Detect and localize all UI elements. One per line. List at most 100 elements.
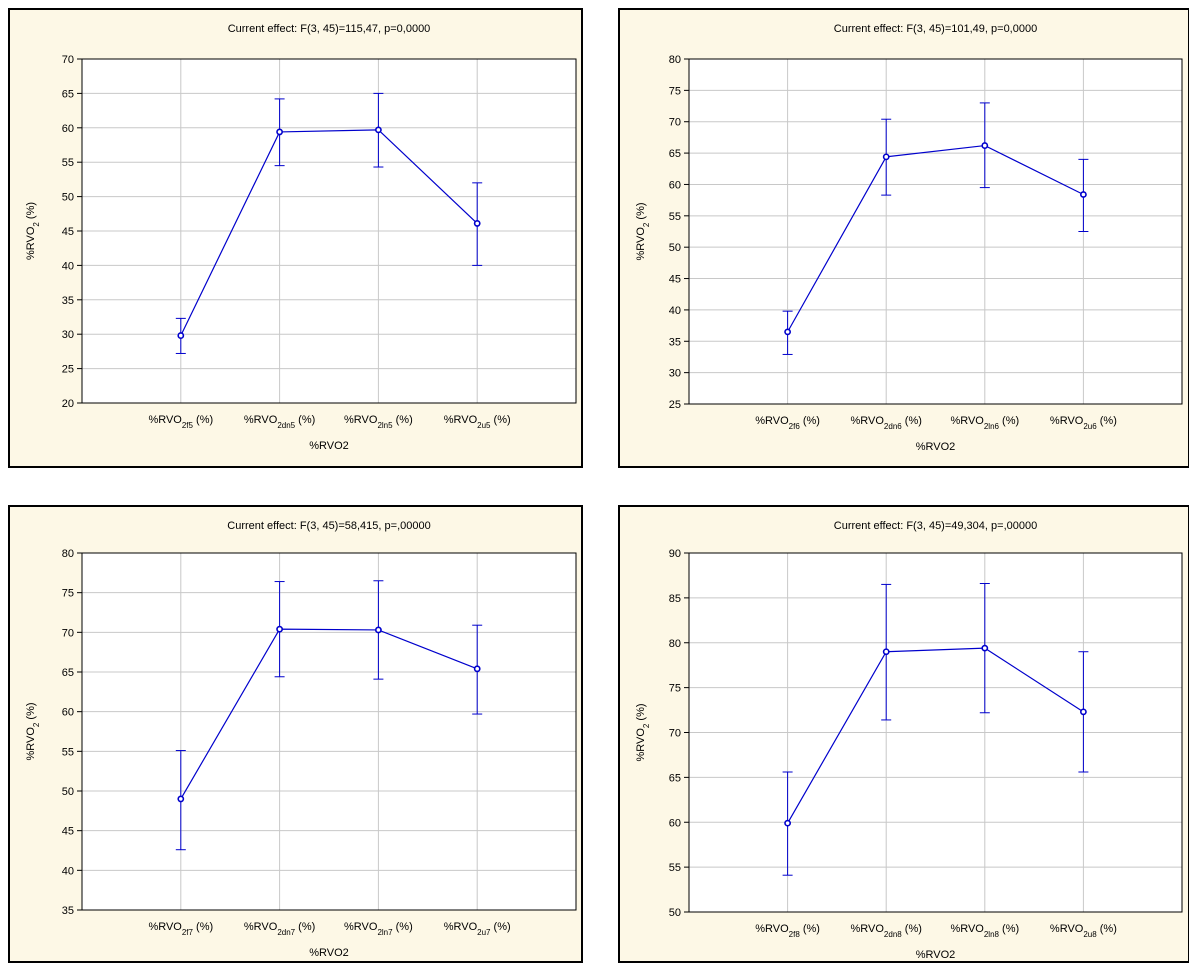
chart-svg: Current effect: F(3, 45)=101,49, p=0,000… [635,23,1183,453]
y-tick-label: 65 [62,667,74,679]
y-tick-label: 40 [669,305,681,317]
y-tick-label: 40 [62,260,74,272]
chart-panel-4: Current effect: F(3, 45)=49,304, p=,0000… [618,505,1189,963]
data-point [276,128,283,136]
x-tick-label: %RVO2f6 (%) [755,415,820,431]
series-line [180,628,478,800]
y-tick-label: 65 [669,772,681,784]
data-point [1079,708,1087,716]
y-tick-label: 80 [62,548,74,560]
data-point [374,626,382,634]
x-tick-label: %RVO2ln7 (%) [344,921,413,937]
y-axis-label: %RVO2 (%) [635,202,651,260]
x-tick-label: %RVO2u5 (%) [444,414,511,430]
series-line [787,647,1084,824]
data-point [374,126,382,134]
y-axis-label: %RVO2 (%) [635,703,651,761]
x-tick-label: %RVO2ln6 (%) [950,415,1019,431]
series-line [180,129,478,336]
y-tick-label: 70 [62,627,74,639]
y-tick-label: 50 [62,192,74,204]
series-line [787,144,1084,333]
data-point [276,625,283,633]
y-tick-label: 50 [669,907,681,919]
y-tick-label: 55 [669,862,681,874]
y-tick-label: 20 [62,398,74,410]
y-tick-label: 75 [669,85,681,97]
y-tick-label: 35 [62,295,74,307]
plot-area [689,59,1182,404]
y-tick-label: 60 [62,123,74,135]
y-tick-label: 25 [669,399,681,411]
y-tick-label: 55 [62,746,74,758]
data-point [177,795,185,803]
chart-svg: Current effect: F(3, 45)=58,415, p=,0000… [25,520,577,959]
chart-panel-1: Current effect: F(3, 45)=115,47, p=0,000… [8,8,583,468]
x-axis-label: %RVO2 [916,441,956,453]
x-axis-label: %RVO2 [916,949,956,961]
data-point [882,153,890,161]
y-tick-label: 35 [62,905,74,917]
x-tick-label: %RVO2dn5 (%) [244,414,315,430]
y-tick-label: 45 [62,226,74,238]
x-axis-label: %RVO2 [309,947,349,959]
y-tick-label: 60 [669,817,681,829]
y-tick-label: 45 [62,826,74,838]
data-point [784,328,791,336]
plot-area [82,553,576,910]
x-tick-label: %RVO2u7 (%) [444,921,511,937]
chart-title: Current effect: F(3, 45)=115,47, p=0,000… [228,23,431,35]
y-tick-label: 65 [62,88,74,100]
y-tick-label: 55 [669,211,681,223]
y-tick-label: 75 [669,683,681,695]
chart-title: Current effect: F(3, 45)=58,415, p=,0000… [227,520,430,532]
y-tick-label: 60 [62,707,74,719]
x-tick-label: %RVO2dn6 (%) [851,415,922,431]
y-tick-label: 65 [669,148,681,160]
y-tick-label: 25 [62,364,74,376]
y-axis-label: %RVO2 (%) [25,202,41,260]
chart-svg: Current effect: F(3, 45)=49,304, p=,0000… [635,520,1183,961]
data-point [473,665,481,673]
x-tick-label: %RVO2dn7 (%) [244,921,315,937]
x-tick-label: %RVO2f5 (%) [148,414,213,430]
x-tick-label: %RVO2u8 (%) [1050,923,1117,939]
y-tick-label: 90 [669,548,681,560]
y-tick-label: 50 [669,242,681,254]
y-tick-label: 30 [669,368,681,380]
y-tick-label: 35 [669,336,681,348]
plot-frame [81,552,577,911]
y-tick-label: 75 [62,588,74,600]
y-tick-label: 70 [669,728,681,740]
x-tick-label: %RVO2ln5 (%) [344,414,413,430]
y-tick-label: 30 [62,329,74,341]
y-axis-label: %RVO2 (%) [25,702,41,760]
plot-frame [688,58,1183,405]
chart-title: Current effect: F(3, 45)=49,304, p=,0000… [834,520,1037,532]
y-tick-label: 70 [62,54,74,66]
data-point [177,332,185,339]
y-tick-label: 70 [669,117,681,129]
y-tick-label: 55 [62,157,74,169]
y-tick-label: 80 [669,638,681,650]
chart-title: Current effect: F(3, 45)=101,49, p=0,000… [834,23,1037,35]
y-tick-label: 45 [669,274,681,286]
x-axis-label: %RVO2 [309,440,349,452]
y-tick-label: 80 [669,54,681,66]
y-tick-label: 85 [669,593,681,605]
y-tick-label: 40 [62,865,74,877]
x-tick-label: %RVO2f8 (%) [755,923,820,939]
x-tick-label: %RVO2f7 (%) [148,921,213,937]
data-point [784,819,791,827]
data-point [981,142,989,149]
data-point [1079,191,1087,198]
data-point [981,644,989,652]
y-tick-label: 50 [62,786,74,798]
x-tick-label: %RVO2dn8 (%) [851,923,922,939]
chart-panel-2: Current effect: F(3, 45)=101,49, p=0,000… [618,8,1189,468]
data-point [882,648,890,656]
chart-panel-3: Current effect: F(3, 45)=58,415, p=,0000… [8,505,583,963]
x-tick-label: %RVO2ln8 (%) [950,923,1019,939]
chart-svg: Current effect: F(3, 45)=115,47, p=0,000… [25,23,577,452]
y-tick-label: 60 [669,179,681,191]
